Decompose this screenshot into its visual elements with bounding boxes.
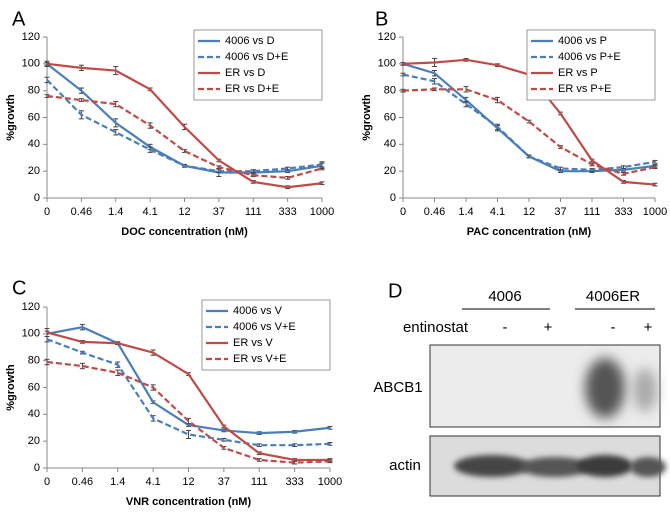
legend-label: ER vs P xyxy=(558,67,598,79)
lane-label: + xyxy=(544,319,553,336)
panel-letter: A xyxy=(12,8,26,30)
x-tick-label: 0 xyxy=(400,206,406,218)
x-tick-label: 333 xyxy=(285,476,303,488)
lane-label: + xyxy=(644,319,653,336)
y-tick-label: 0 xyxy=(390,192,396,204)
y-tick-label: 40 xyxy=(384,138,396,150)
series-line xyxy=(46,325,331,435)
legend-label: 4006 vs D+E xyxy=(225,51,288,63)
band xyxy=(577,455,633,477)
y-axis-title: %growth xyxy=(361,94,373,141)
panel-letter: C xyxy=(12,277,26,299)
band xyxy=(630,457,666,477)
x-axis-title: PAC concentration (nM) xyxy=(467,226,592,238)
y-tick-label: 40 xyxy=(28,408,40,420)
y-tick-label: 100 xyxy=(22,58,40,70)
treatment-label: entinostat xyxy=(403,319,469,336)
x-tick-label: 1.4 xyxy=(108,206,123,218)
legend-label: 4006 vs P xyxy=(558,35,607,47)
y-tick-label: 40 xyxy=(28,138,40,150)
x-tick-label: 0 xyxy=(44,476,50,488)
panel-letter: D xyxy=(388,280,402,302)
legend-label: ER vs D xyxy=(225,67,265,79)
y-tick-label: 0 xyxy=(34,462,40,474)
y-axis-title: %growth xyxy=(5,94,17,141)
y-tick-label: 20 xyxy=(28,165,40,177)
x-tick-label: 4.1 xyxy=(490,206,505,218)
x-tick-label: 1.4 xyxy=(110,476,125,488)
y-tick-label: 120 xyxy=(22,301,40,313)
x-tick-label: 12 xyxy=(182,476,194,488)
series-line xyxy=(46,331,330,462)
blot-membrane xyxy=(429,344,661,428)
series-line xyxy=(46,79,323,173)
x-tick-label: 37 xyxy=(218,476,230,488)
y-tick-label: 20 xyxy=(384,165,396,177)
band-label: ABCB1 xyxy=(373,379,422,396)
panel-letter: B xyxy=(375,8,388,30)
y-tick-label: 60 xyxy=(28,111,40,123)
y-tick-label: 120 xyxy=(22,31,40,43)
x-tick-label: 37 xyxy=(554,206,566,218)
y-tick-label: 60 xyxy=(28,381,40,393)
legend-label: ER vs D+E xyxy=(225,83,279,95)
y-tick-label: 60 xyxy=(384,111,396,123)
series-line xyxy=(46,62,323,189)
lane-label: - xyxy=(611,319,616,336)
x-tick-label: 4.1 xyxy=(142,206,157,218)
x-axis-title: DOC concentration (nM) xyxy=(121,226,248,238)
legend-label: ER vs V+E xyxy=(233,353,287,365)
x-tick-label: 4.1 xyxy=(145,476,160,488)
series-line xyxy=(402,88,656,175)
band-label: actin xyxy=(389,457,421,474)
y-tick-label: 80 xyxy=(384,85,396,97)
x-tick-label: 333 xyxy=(278,206,296,218)
y-tick-label: 80 xyxy=(28,355,40,367)
x-tick-label: 12 xyxy=(523,206,535,218)
legend-label: 4006 vs D xyxy=(225,35,275,47)
y-tick-label: 80 xyxy=(28,85,40,97)
x-tick-label: 0.46 xyxy=(424,206,445,218)
lane-label: - xyxy=(503,319,508,336)
band xyxy=(454,455,530,477)
x-tick-label: 1000 xyxy=(318,476,342,488)
group-label: 4006 xyxy=(488,288,521,305)
legend-label: 4006 vs V xyxy=(233,305,283,317)
y-tick-label: 120 xyxy=(378,31,396,43)
legend-label: 4006 vs V+E xyxy=(233,321,296,333)
x-tick-label: 12 xyxy=(178,206,190,218)
series-line xyxy=(402,73,656,171)
band xyxy=(520,457,590,477)
y-tick-label: 0 xyxy=(34,192,40,204)
x-tick-label: 111 xyxy=(245,206,262,218)
y-tick-label: 20 xyxy=(28,435,40,447)
y-tick-label: 100 xyxy=(22,328,40,340)
y-axis-title: %growth xyxy=(5,364,17,411)
band xyxy=(633,368,657,412)
x-tick-label: 1000 xyxy=(310,206,334,218)
y-tick-label: 100 xyxy=(378,58,396,70)
x-tick-label: 0.46 xyxy=(72,476,93,488)
x-tick-label: 1000 xyxy=(643,206,667,218)
series-line xyxy=(46,338,331,447)
x-tick-label: 1.4 xyxy=(458,206,473,218)
x-tick-label: 0.46 xyxy=(71,206,92,218)
x-axis-title: VNR concentration (nM) xyxy=(126,496,252,508)
x-tick-label: 111 xyxy=(251,476,268,488)
x-tick-label: 0 xyxy=(44,206,50,218)
series-line xyxy=(46,94,323,179)
group-label: 4006ER xyxy=(586,288,640,305)
legend-label: ER vs P+E xyxy=(558,83,612,95)
x-tick-label: 111 xyxy=(584,206,601,218)
series-line xyxy=(46,360,331,464)
x-tick-label: 37 xyxy=(213,206,225,218)
legend-label: ER vs V xyxy=(233,337,273,349)
band xyxy=(585,358,625,418)
x-tick-label: 333 xyxy=(614,206,632,218)
legend-label: 4006 vs P+E xyxy=(558,51,621,63)
